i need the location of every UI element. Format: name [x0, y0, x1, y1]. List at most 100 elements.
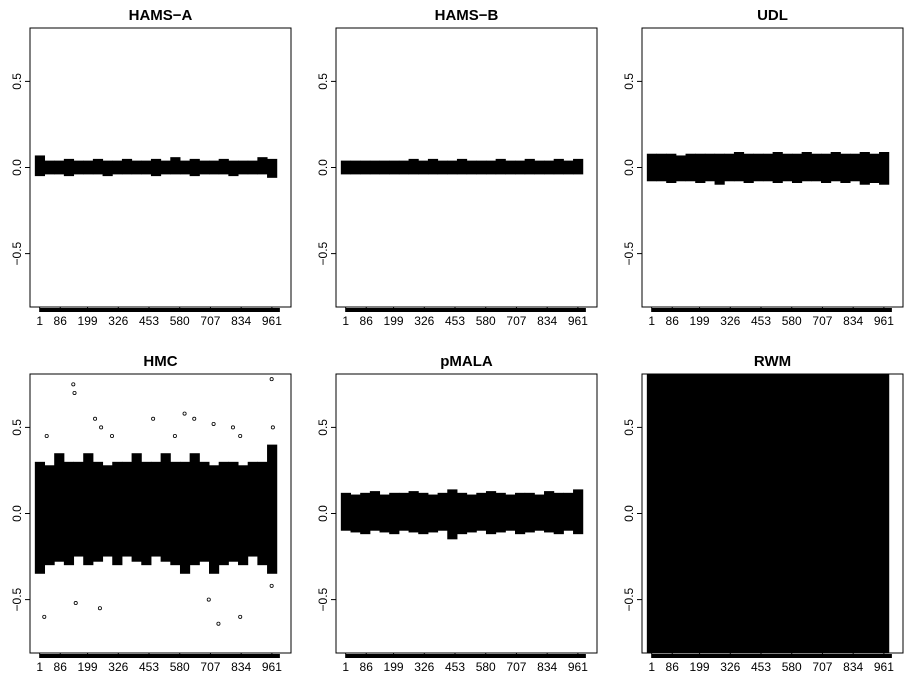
band-segment [389, 160, 400, 175]
band-segment [141, 160, 152, 175]
band-segment [869, 374, 880, 653]
x-tick-label: 707 [812, 660, 832, 674]
band-segment [208, 465, 220, 574]
band-segment [563, 160, 574, 175]
plot-area [646, 152, 890, 185]
band-segment [73, 461, 84, 557]
x-tick-label: 834 [537, 660, 557, 674]
outlier-point [269, 583, 274, 588]
band-segment [724, 153, 735, 182]
band-segment [179, 160, 191, 175]
panel-title: HAMS−A [129, 7, 193, 24]
band-segment [63, 461, 75, 566]
band-segment [675, 374, 687, 653]
panel: UDL −0.5 0.0 0.5 1 86 199 326 453 580 707 834 961 [622, 7, 904, 328]
x-tick-label: 834 [843, 660, 863, 674]
y-tick-label: −0.5 [316, 587, 330, 611]
x-tick-label: 326 [414, 660, 434, 674]
band-segment [714, 153, 725, 185]
x-tick-label: 453 [751, 660, 771, 674]
band-segment [466, 494, 477, 533]
band-segment [743, 153, 754, 183]
band-segment [267, 158, 278, 178]
band-segment [398, 492, 410, 531]
band-segment [131, 160, 142, 175]
band-segment [476, 492, 487, 531]
panel-title: HAMS−B [435, 7, 499, 24]
band-segment [830, 152, 841, 182]
band-segment [340, 160, 352, 175]
band-segment [495, 492, 506, 533]
band-segment [257, 157, 268, 175]
x-tick-label: 961 [262, 660, 282, 674]
band-segment [879, 152, 890, 185]
band-segment [646, 153, 658, 182]
band-segment [208, 160, 220, 175]
panel: HAMS−A −0.5 0.0 0.5 1 86 199 326 453 580 707 834 961 [10, 7, 292, 328]
band-segment [83, 453, 94, 566]
band-segment [350, 494, 361, 533]
y-tick-label: 0.5 [10, 73, 24, 90]
y-tick-label: 0.5 [10, 419, 24, 436]
band-segment [704, 153, 716, 182]
band-segment [238, 160, 249, 175]
band-segment [646, 374, 658, 653]
band-segment [150, 461, 162, 557]
band-segment [160, 160, 171, 175]
x-tick-label: 580 [476, 314, 496, 328]
band-segment [170, 461, 181, 566]
outlier-point [44, 433, 49, 438]
band-segment [656, 374, 667, 653]
band-segment [704, 374, 716, 653]
band-segment [34, 461, 46, 574]
x-axis-rug [651, 654, 892, 658]
x-tick-label: 580 [476, 660, 496, 674]
x-tick-label: 834 [843, 314, 863, 328]
x-axis-rug [651, 308, 892, 312]
band-segment [524, 158, 535, 175]
outlier-point [73, 601, 78, 606]
x-tick-label: 961 [568, 660, 588, 674]
band-segment [553, 158, 564, 175]
band-segment [714, 374, 725, 653]
band-segment [820, 374, 832, 653]
band-segment [675, 155, 687, 182]
x-tick-label: 86 [666, 660, 680, 674]
outlier-point [192, 416, 197, 421]
band-segment [44, 465, 55, 566]
band-segment [573, 158, 584, 175]
outlier-point [211, 421, 216, 426]
plot-area [646, 374, 890, 653]
band-segment [485, 160, 497, 175]
band-segment [850, 153, 861, 182]
band-segment [398, 160, 410, 175]
band-segment [685, 153, 696, 182]
x-tick-label: 326 [414, 314, 434, 328]
y-tick-label: 0.0 [316, 505, 330, 522]
x-tick-label: 707 [506, 660, 526, 674]
x-tick-label: 580 [170, 660, 190, 674]
y-tick-label: 0.0 [622, 505, 636, 522]
band-segment [228, 461, 239, 562]
band-segment [879, 374, 890, 653]
band-segment [379, 494, 390, 533]
outlier-point [270, 425, 275, 430]
outlier-point [99, 425, 104, 430]
x-tick-label: 707 [200, 314, 220, 328]
y-tick-label: −0.5 [316, 241, 330, 265]
x-tick-label: 707 [200, 660, 220, 674]
band-segment [685, 374, 696, 653]
x-tick-label: 86 [54, 660, 68, 674]
band-segment [121, 461, 133, 557]
x-tick-label: 326 [108, 314, 128, 328]
band-segment [534, 494, 545, 531]
x-tick-label: 199 [690, 314, 710, 328]
band-segment [170, 157, 181, 175]
x-tick-label: 580 [782, 660, 802, 674]
plot-area [340, 158, 584, 175]
band-segment [418, 492, 429, 535]
band-segment [859, 152, 870, 185]
outlier-point [93, 416, 98, 421]
x-tick-label: 1 [36, 314, 43, 328]
y-tick-label: 0.0 [622, 159, 636, 176]
